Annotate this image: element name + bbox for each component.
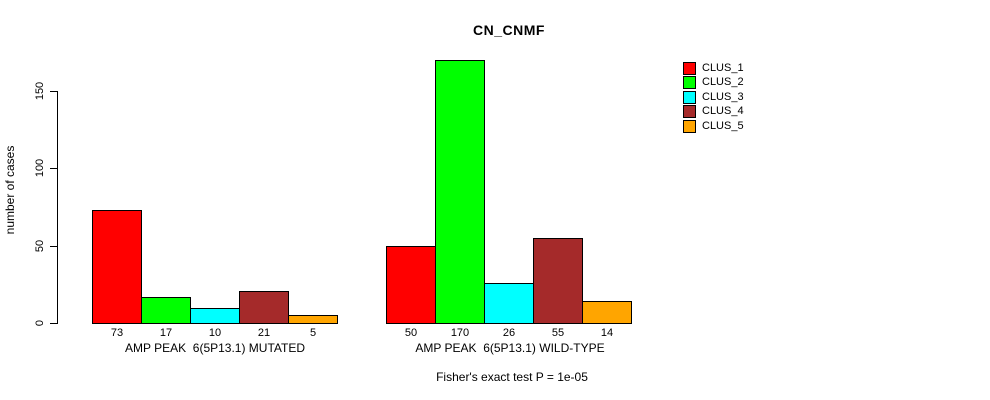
legend-label: CLUS_3: [702, 90, 744, 103]
bar-clus_4-group2: [533, 238, 583, 324]
legend-item-clus-2: CLUS_2: [683, 76, 744, 91]
bar-value-clus_5-group2: 14: [600, 327, 614, 339]
y-axis-line: [57, 91, 58, 324]
y-tick-mark: [50, 168, 57, 170]
y-tick-label: 100: [34, 159, 46, 178]
y-tick-mark: [50, 91, 57, 92]
legend-label: CLUS_5: [702, 119, 744, 132]
y-axis-title: number of cases: [3, 145, 17, 235]
legend: CLUS_1 CLUS_2 CLUS_3 CLUS_4 CLUS_5: [683, 61, 744, 134]
y-tick-mark: [50, 323, 57, 324]
bar-clus_1-group1: [92, 210, 142, 324]
legend-swatch-clus-4: [683, 105, 696, 119]
legend-swatch-clus-5: [683, 119, 696, 133]
legend-label: CLUS_2: [702, 76, 744, 89]
y-tick-label: 150: [34, 81, 46, 101]
group-label-wild-type: AMP PEAK 6(5P13.1) WILD-TYPE: [415, 341, 605, 355]
bar-value-clus_1-group2: 50: [404, 327, 418, 339]
legend-item-clus-4: CLUS_4: [683, 105, 744, 120]
bar-value-clus_5-group1: 5: [309, 327, 317, 339]
bar-clus_4-group1: [239, 291, 289, 324]
legend-item-clus-5: CLUS_5: [683, 119, 744, 134]
bar-value-clus_4-group1: 21: [257, 327, 271, 339]
legend-item-clus-1: CLUS_1: [683, 61, 744, 76]
bar-clus_5-group1: [288, 315, 338, 324]
legend-label: CLUS_1: [702, 61, 744, 74]
y-tick-label: 50: [34, 239, 46, 252]
legend-swatch-clus-3: [683, 90, 696, 104]
legend-swatch-clus-2: [683, 76, 696, 90]
legend-item-clus-3: CLUS_3: [683, 90, 744, 105]
y-tick-label: 0: [34, 319, 46, 327]
bar-clus_2-group2: [435, 60, 485, 324]
chart-title: CN_CNMF: [473, 22, 545, 38]
group-label-mutated: AMP PEAK 6(5P13.1) MUTATED: [124, 341, 306, 355]
bar-value-clus_3-group1: 10: [208, 327, 222, 339]
bar-clus_3-group2: [484, 283, 534, 324]
bar-value-clus_2-group2: 170: [450, 327, 470, 339]
legend-label: CLUS_4: [702, 105, 744, 118]
bar-value-clus_1-group1: 73: [110, 327, 124, 339]
bar-value-clus_2-group1: 17: [159, 327, 173, 339]
bar-clus_2-group1: [141, 297, 191, 324]
bar-value-clus_4-group2: 55: [551, 327, 565, 339]
bar-clus_3-group1: [190, 308, 240, 324]
bar-value-clus_3-group2: 26: [502, 327, 516, 339]
y-tick-mark: [50, 245, 57, 247]
fisher-test-annotation: Fisher's exact test P = 1e-05: [436, 370, 588, 384]
bar-clus_5-group2: [582, 301, 632, 324]
bar-clus_1-group2: [386, 246, 436, 324]
legend-swatch-clus-1: [683, 61, 696, 75]
